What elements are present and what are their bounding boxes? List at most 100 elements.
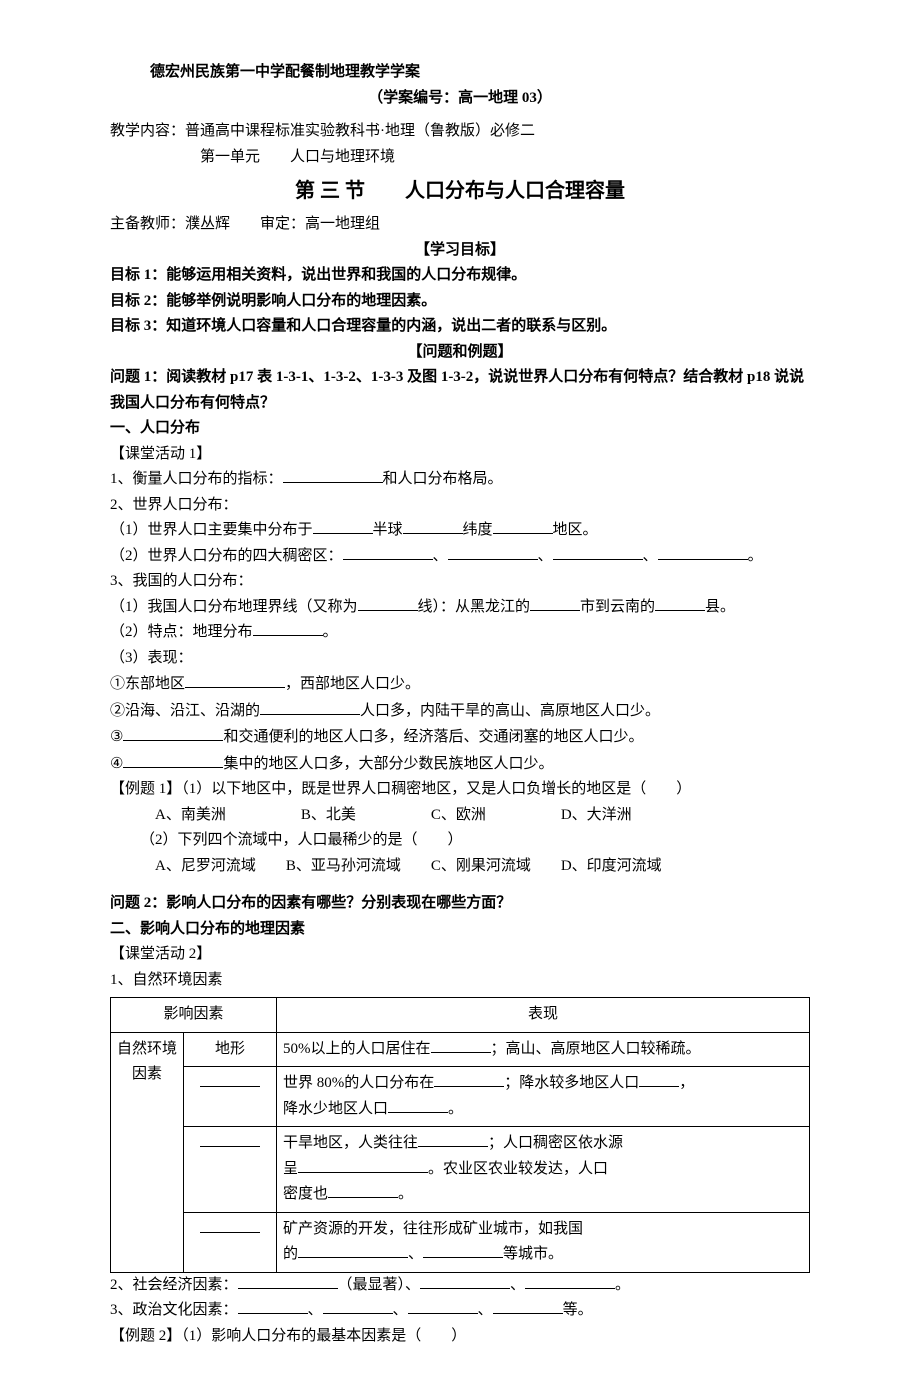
section-b: 二、影响人口分布的地理因素 [110, 917, 810, 943]
blank [493, 518, 553, 534]
blank [388, 1097, 448, 1113]
blank [238, 1273, 338, 1289]
text: 纬度 [463, 522, 493, 538]
exp2: ②沿海、沿江、沿湖的 人口多，内陆干旱的高山、高原地区人口少。 [110, 698, 810, 725]
text: ， [679, 1075, 694, 1091]
q1-line1: 1、衡量人口分布的指标： 和人口分布格局。 [110, 467, 810, 493]
text: （1）我国人口分布地理界线（又称为 [110, 599, 358, 615]
blank [238, 1298, 308, 1314]
text: 和交通便利的地区人口多，经济落后、交通闭塞的地区人口少。 [223, 729, 643, 745]
blank [420, 1273, 510, 1289]
blank [313, 518, 373, 534]
table-header-row: 影响因素 表现 [111, 998, 810, 1033]
objectives-heading: 【学习目标】 [110, 238, 810, 264]
text: ；高山、高原地区人口较稀疏。 [491, 1041, 701, 1057]
q2-title: 问题 2：影响人口分布的因素有哪些？分别表现在哪些方面？ [110, 891, 810, 917]
text: ②沿海、沿江、沿湖的 [110, 702, 260, 719]
td-r4: 矿产资源的开发，往往形成矿业城市，如我国 的、等城市。 [277, 1212, 810, 1272]
blank [185, 672, 285, 688]
text: 等。 [563, 1302, 593, 1318]
blank [423, 1242, 503, 1258]
blank [260, 699, 360, 715]
blank [418, 1131, 488, 1147]
table-row: 矿产资源的开发，往往形成矿业城市，如我国 的、等城市。 [111, 1212, 810, 1272]
text: 人口多，内陆干旱的高山、高原地区人口少。 [360, 703, 660, 719]
table-row: 自然环境因素 地形 50%以上的人口居住在；高山、高原地区人口较稀疏。 [111, 1032, 810, 1067]
q1-line3-1: （1）我国人口分布地理界线（又称为线）：从黑龙江的市到云南的县。 [110, 595, 810, 621]
section-a: 一、人口分布 [110, 416, 810, 442]
blank [639, 1071, 679, 1087]
text: ④ [110, 755, 123, 772]
td-r1: 50%以上的人口居住在 ；高山、高原地区人口较稀疏。 [277, 1032, 810, 1067]
blank [200, 1131, 260, 1147]
teacher-line: 主备教师：濮丛辉 审定：高一地理组 [110, 212, 810, 238]
blank [253, 620, 323, 636]
exp1: ①东部地区 ，西部地区人口少。 [110, 671, 810, 698]
blank [434, 1071, 504, 1087]
blank [358, 595, 418, 611]
q1-title: 问题 1：阅读教材 p17 表 1-3-1、1-3-2、1-3-3 及图 1-3… [110, 365, 810, 416]
blank [658, 544, 748, 560]
blank [525, 1273, 615, 1289]
text: 密度也 [283, 1186, 328, 1202]
text: 等城市。 [503, 1246, 563, 1262]
text: 世界 80%的人口分布在 [283, 1075, 434, 1091]
text: 的 [283, 1246, 298, 1262]
activity-2: 【课堂活动 2】 [110, 942, 810, 968]
q1-line2-1: （1）世界人口主要集中分布于半球纬度地区。 [110, 518, 810, 544]
doc-code: （学案编号：高一地理 03） [110, 86, 810, 112]
text: 。 [448, 1101, 463, 1117]
text: （2）特点：地理分布 [110, 624, 253, 640]
blank [655, 595, 705, 611]
blank [448, 544, 538, 560]
td-rowgroup: 自然环境因素 [111, 1032, 184, 1272]
content-line: 教学内容：普通高中课程标准实验教科书·地理（鲁教版）必修二 [110, 119, 810, 145]
td-blank [184, 1212, 277, 1272]
q1-line2-2: （2）世界人口分布的四大稠密区：、、、。 [110, 544, 810, 570]
blank [431, 1037, 491, 1053]
text: ；降水较多地区人口 [504, 1075, 639, 1091]
text: 市到云南的 [580, 599, 655, 615]
q1-line2: 2、世界人口分布： [110, 493, 810, 519]
th-factor: 影响因素 [111, 998, 277, 1033]
q1-line1-pre: 1、衡量人口分布的指标： [110, 471, 283, 487]
objective-1: 目标 1：能够运用相关资料，说出世界和我国的人口分布规律。 [110, 263, 810, 289]
blank [343, 544, 433, 560]
text: ，西部地区人口少。 [285, 676, 420, 692]
text: 呈 [283, 1161, 298, 1177]
th-expression: 表现 [277, 998, 810, 1033]
q1-line3: 3、我国的人口分布： [110, 569, 810, 595]
blank [323, 1298, 393, 1314]
blank [553, 544, 643, 560]
example1-q2-opts: A、尼罗河流域 B、亚马孙河流域 C、刚果河流域 D、印度河流域 [155, 854, 810, 880]
td-topography: 地形 [184, 1032, 277, 1067]
q1-line3-3: （3）表现： [110, 646, 810, 672]
text: 3、政治文化因素： [110, 1302, 238, 1318]
q1-line3-2: （2）特点：地理分布。 [110, 620, 810, 646]
q2-line1: 1、自然环境因素 [110, 968, 810, 994]
section-line: 第 三 节 人口分布与人口合理容量 [110, 174, 810, 208]
td-blank [184, 1067, 277, 1127]
unit-line: 第一单元 人口与地理环境 [200, 145, 810, 171]
blank [200, 1071, 260, 1087]
example1-q1-opts: A、南美洲 B、北美 C、欧洲 D、大洋洲 [155, 803, 810, 829]
exp3: ③ 和交通便利的地区人口多，经济落后、交通闭塞的地区人口少。 [110, 724, 810, 751]
text: 县。 [705, 599, 735, 615]
blank [283, 467, 383, 483]
text: 干旱地区，人类往往 [283, 1135, 418, 1151]
text: ③ [110, 728, 123, 745]
td-r2: 世界 80%的人口分布在；降水较多地区人口， 降水少地区人口。 [277, 1067, 810, 1127]
blank [298, 1157, 428, 1173]
text: 50%以上的人口居住在 [283, 1041, 431, 1057]
text: ①东部地区 [110, 675, 185, 692]
blank [123, 725, 223, 741]
blank [403, 518, 463, 534]
blank [530, 595, 580, 611]
q1-line1-post: 和人口分布格局。 [383, 471, 503, 487]
factors-table: 影响因素 表现 自然环境因素 地形 50%以上的人口居住在 ；高山、高原地区人口较… [110, 997, 810, 1273]
td-blank [184, 1127, 277, 1213]
activity-1: 【课堂活动 1】 [110, 442, 810, 468]
td-r3: 干旱地区，人类往往；人口稠密区依水源 呈。农业区农业较发达，人口 密度也。 [277, 1127, 810, 1213]
objective-3: 目标 3：知道环境人口容量和人口合理容量的内涵，说出二者的联系与区别。 [110, 314, 810, 340]
blank [123, 752, 223, 768]
